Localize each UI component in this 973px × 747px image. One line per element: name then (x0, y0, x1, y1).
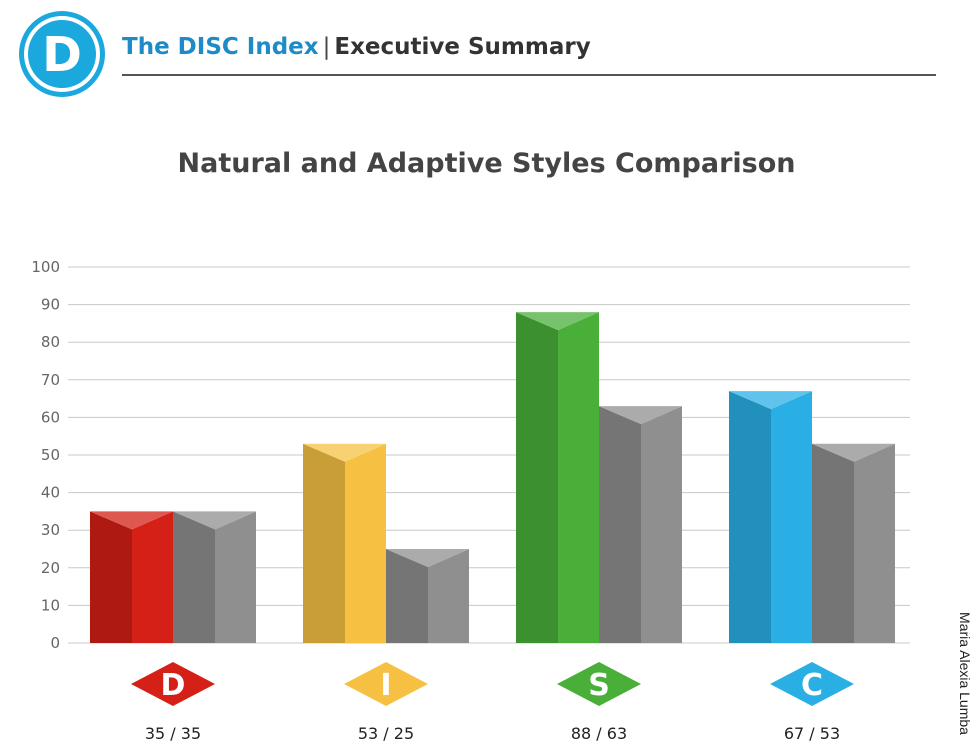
header-rule (122, 74, 936, 76)
bar-natural-c (729, 391, 812, 643)
y-tick-label: 50 (41, 446, 60, 464)
header-subtitle: Executive Summary (334, 34, 591, 60)
chart-title: Natural and Adaptive Styles Comparison (177, 148, 796, 179)
category-label: S (588, 668, 610, 703)
diamond-shape (557, 662, 641, 706)
y-tick-label: 30 (41, 521, 60, 539)
diamond-shape (131, 662, 215, 706)
style-marker-s: S (557, 662, 641, 706)
header-separator: | (322, 34, 331, 60)
side-caption: Maria Alexia Lumba (957, 612, 973, 735)
y-tick-label: 40 (41, 484, 60, 502)
category-label: C (801, 668, 823, 703)
style-marker-c: C (770, 662, 854, 706)
category-label: I (380, 668, 391, 703)
style-marker-i: I (344, 662, 428, 706)
y-tick-label: 70 (41, 371, 60, 389)
bar-natural-s (516, 312, 599, 643)
bar-natural-d (90, 511, 173, 643)
y-tick-label: 60 (41, 408, 60, 426)
pair-value-label: 53 / 25 (358, 724, 414, 743)
y-tick-label: 20 (41, 559, 60, 577)
pair-value-label: 35 / 35 (145, 724, 201, 743)
style-marker-d: D (131, 662, 215, 706)
bar-adaptive-d (173, 511, 256, 643)
pair-value-label: 67 / 53 (784, 724, 840, 743)
header-brand: The DISC Index (122, 34, 319, 60)
bar-adaptive-c (812, 443, 895, 643)
diamond-shape (770, 662, 854, 706)
diamond-shape (344, 662, 428, 706)
y-tick-label: 0 (50, 634, 60, 652)
bar-adaptive-i (386, 549, 469, 643)
bar-adaptive-s (599, 406, 682, 643)
pair-value-label: 88 / 63 (571, 724, 627, 743)
y-tick-label: 10 (41, 596, 60, 614)
y-tick-label: 90 (41, 296, 60, 314)
header-title: The DISC Index | Executive Summary (122, 34, 591, 60)
y-tick-label: 80 (41, 333, 60, 351)
disc-logo: D (19, 11, 105, 97)
bar-natural-i (303, 443, 386, 643)
logo-letter: D (42, 27, 82, 83)
category-label: D (161, 668, 186, 703)
y-tick-label: 100 (31, 258, 60, 276)
